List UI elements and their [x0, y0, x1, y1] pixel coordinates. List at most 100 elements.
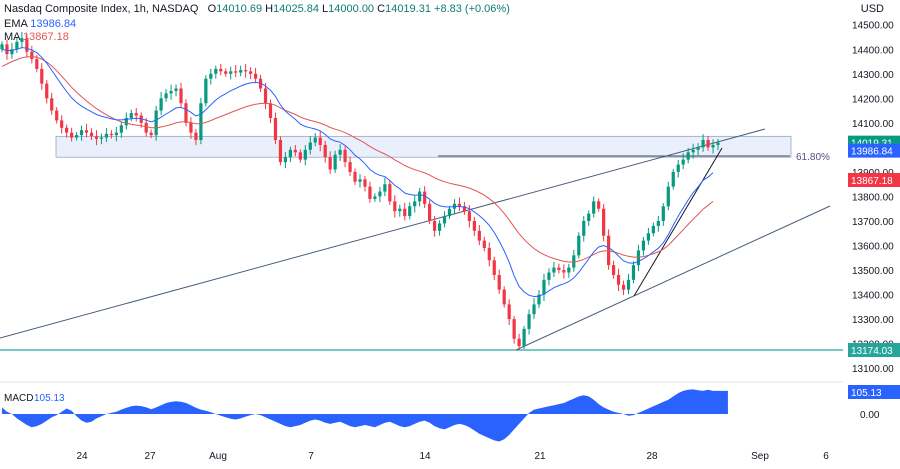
candle-body [20, 38, 24, 42]
time-axis: 24 27 Aug 7 14 21 28 Sep 6 [76, 451, 829, 462]
candle-body [403, 208, 407, 217]
currency-label: USD [860, 3, 884, 15]
price-tick-label: 13700.00 [852, 217, 894, 228]
candle-body [249, 71, 253, 74]
candle-body [94, 136, 99, 139]
candle-body [562, 270, 566, 273]
price-tick-label: 14400.00 [852, 45, 894, 56]
candle-body [328, 157, 332, 170]
time-tick-label: 7 [308, 451, 314, 462]
candle-body [313, 137, 317, 143]
ma-price-badge-bg [848, 172, 900, 187]
price-tick-label: 13300.00 [852, 315, 894, 326]
macd-badge: 105.13 [851, 388, 882, 399]
candle-body [333, 154, 337, 170]
candle-body [169, 90, 173, 94]
price-tick-label: 13400.00 [852, 291, 894, 302]
candle-body [134, 113, 138, 116]
price-tick-label: 14100.00 [852, 119, 894, 130]
candle-body [129, 113, 133, 118]
candle-body [239, 70, 243, 73]
price-tick-label: 14200.00 [852, 94, 894, 105]
candle-body [557, 267, 561, 271]
candle-body [224, 71, 228, 74]
candle-body [5, 44, 9, 55]
symbol-title: Nasdaq Composite Index, 1h, NASDAQ [4, 3, 199, 15]
candle-body [641, 240, 646, 251]
candle-body [492, 260, 496, 275]
candle-body [199, 103, 203, 141]
candle-body [706, 140, 710, 148]
candle-body [219, 68, 223, 72]
time-tick-label: Sep [751, 451, 769, 462]
candle-body [179, 88, 183, 104]
candle-body [343, 149, 347, 163]
candle-body [209, 73, 213, 79]
candle-body [99, 137, 104, 139]
candle-body [423, 191, 427, 204]
support-price-badge-bg [848, 343, 900, 358]
candle-body [348, 162, 352, 172]
candle-body [159, 98, 163, 111]
ma-legend[interactable]: MA 13867.18 [4, 31, 69, 43]
candle-body [631, 265, 636, 280]
candle-body [368, 186, 372, 199]
candle-body [79, 130, 84, 136]
candle-body [229, 71, 233, 74]
candle-body [547, 272, 551, 280]
candle-body [283, 157, 288, 163]
candle-body [119, 125, 123, 133]
candle-body [522, 328, 526, 347]
candle-body [577, 235, 581, 256]
candle-body [428, 203, 432, 221]
candle-body [671, 171, 675, 187]
candle-body [442, 216, 447, 224]
candle-body [144, 122, 148, 133]
open-label: O [207, 3, 217, 15]
high-value: 14025.84 [273, 3, 319, 15]
low-label: L [322, 3, 329, 15]
candle-body [263, 88, 268, 104]
candle-body [104, 133, 109, 138]
ema-legend[interactable]: EMA 13986.84 [4, 18, 76, 30]
candle-body [457, 203, 462, 207]
time-tick-label: Aug [209, 451, 227, 462]
candle-body [50, 98, 54, 111]
steep-trendline [633, 147, 723, 297]
candle-body [164, 93, 168, 99]
candle-body [378, 191, 382, 197]
candle-body [383, 184, 387, 192]
macd-label: MACD [4, 393, 33, 404]
price-tick-label: 13600.00 [852, 242, 894, 253]
candle-body [288, 149, 292, 158]
candle-body [686, 152, 690, 160]
candle-body [273, 117, 278, 141]
candle-body [646, 233, 650, 241]
candle-body [253, 73, 258, 79]
close-label: C [377, 3, 386, 15]
price-tick-label: 14500.00 [852, 21, 894, 32]
candle-body [268, 103, 273, 118]
rising-trendline-lower [515, 205, 831, 351]
candle-body [691, 149, 695, 153]
macd-badge-bg [848, 385, 900, 399]
candle-body [681, 159, 685, 165]
candle-body [552, 267, 556, 273]
candle-body [0, 44, 4, 50]
candle-body [358, 179, 362, 182]
candle-body [696, 147, 700, 150]
candle-body [323, 144, 327, 158]
candle-body [587, 213, 591, 221]
candle-body [89, 132, 94, 137]
candle-body [70, 132, 74, 138]
ema-label: EMA [4, 18, 28, 30]
time-tick-label: 6 [823, 451, 829, 462]
candle-body [298, 152, 302, 160]
candle-body [507, 304, 511, 320]
rising-trendline-upper [0, 128, 766, 339]
candle-body [174, 88, 178, 91]
candle-body [84, 130, 89, 133]
candle-body [338, 149, 342, 155]
